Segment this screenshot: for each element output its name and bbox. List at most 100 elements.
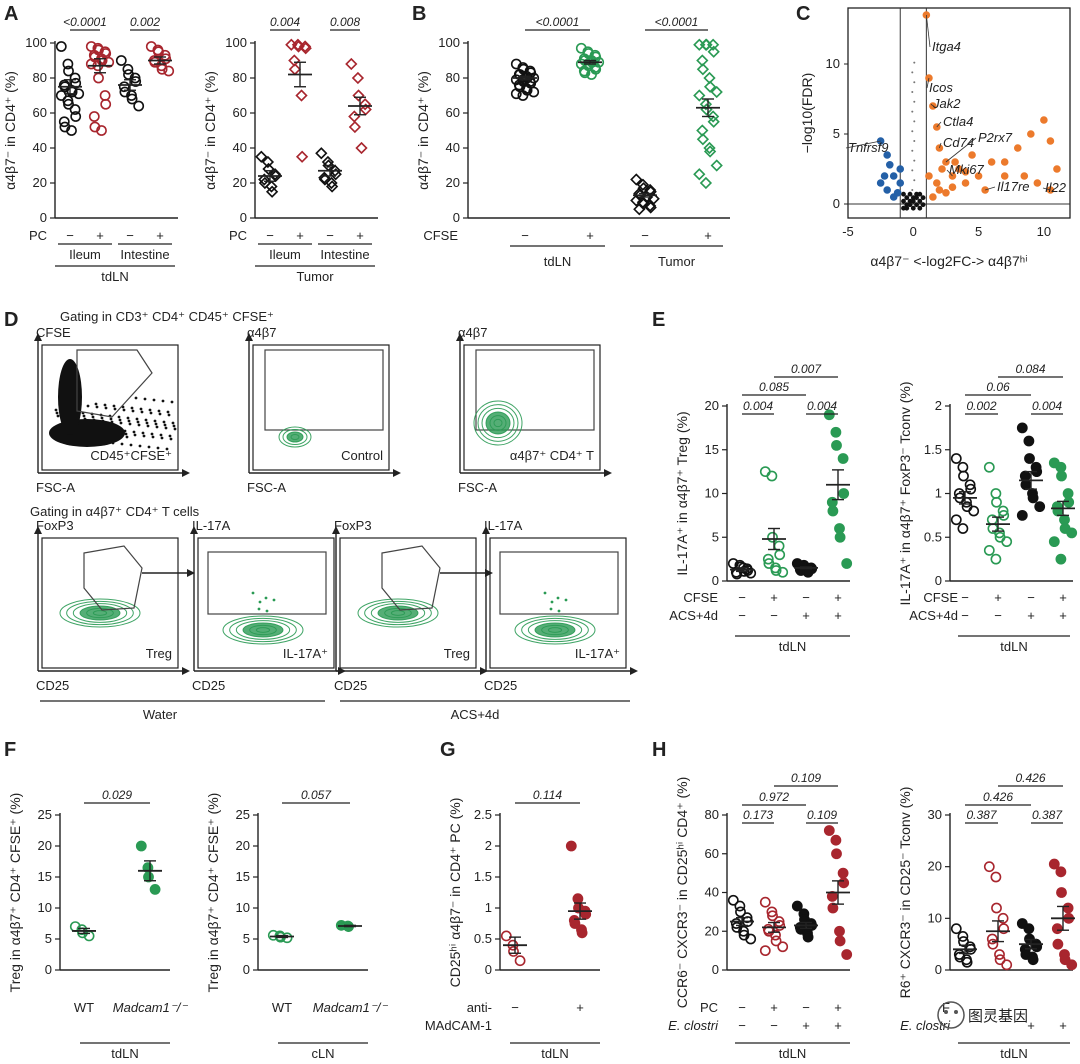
flow-contour: [66, 600, 134, 626]
flow-x-label: CD25: [36, 678, 69, 693]
data-point: [767, 910, 778, 922]
data-point: [693, 38, 706, 51]
y-tick-label: 20: [233, 175, 247, 190]
data-point: [135, 840, 147, 852]
y-tick-label: 80: [233, 70, 247, 85]
flow-event: [135, 417, 139, 421]
flow-event: [257, 607, 261, 611]
group-label: Intestine: [320, 247, 369, 262]
data-point: [630, 173, 643, 186]
group-label: Tumor: [658, 254, 696, 269]
gene-label: Itga4: [932, 39, 961, 54]
data-point: [1056, 887, 1067, 898]
data-point: [968, 151, 976, 159]
data-point: [838, 488, 850, 499]
data-point: [964, 479, 976, 491]
flow-y-label: α4β7: [247, 325, 276, 340]
y-axis-label: α4β7⁻ in CD4⁺ (%): [415, 71, 431, 190]
data-point: [876, 179, 885, 187]
flow-event: [142, 434, 146, 438]
data-point: [998, 923, 1010, 935]
y-tick-label: 80: [33, 70, 47, 85]
y-tick-label: 0.5: [474, 931, 492, 946]
panel-label-a: A: [4, 3, 18, 25]
data-point: [633, 203, 646, 216]
chart-a1: 0 20 40 60 80 100 α4β7⁻ in CD4⁺ (%) <0.0001 0.00…: [2, 15, 178, 284]
data-point: [925, 172, 933, 180]
flow-event: [550, 600, 554, 604]
data-point: [115, 55, 127, 66]
data-point: [1023, 435, 1035, 447]
y-tick-label: 100: [225, 35, 247, 50]
flow-event: [564, 598, 568, 602]
data-point: [1020, 479, 1032, 491]
y-tick-label: 5: [833, 126, 840, 141]
y-tick-label: 0: [935, 962, 942, 977]
data-point: [630, 194, 643, 207]
flow-event: [272, 598, 276, 602]
data-point: [950, 514, 962, 526]
chart-e2: 0 0.5 1 1.5 2 IL-17A⁺ in α4β7⁺ FoxP3⁻ Tconv (…: [897, 362, 1078, 654]
flow-x-arrow: [182, 667, 190, 675]
data-point: [1062, 902, 1074, 914]
chart-f2: 0 5 10 15 20 25 Treg in α4β7⁺ CD4⁺ CFSE⁺ (%) 0.…: [205, 788, 388, 1061]
flow-y-arrow: [245, 333, 253, 341]
y-tick-label: 30: [928, 807, 942, 822]
data-point: [773, 916, 785, 927]
data-point: [827, 505, 839, 517]
flow-event: [169, 437, 173, 441]
data-point: [96, 125, 107, 136]
y-axis-label: R6⁺ CXCR3⁻ in CD25⁻ Tconv (%): [897, 787, 913, 999]
gene-leader-line: [939, 142, 942, 149]
data-point: [66, 125, 77, 136]
flow-event: [100, 416, 104, 420]
gene-leader-line: [930, 103, 934, 107]
data-point: [950, 453, 962, 464]
data-point: [258, 173, 271, 186]
y-tick-label: 60: [705, 846, 719, 861]
data-point: [770, 565, 782, 576]
flow-contour: [514, 615, 596, 645]
gene-label: Icos: [929, 80, 953, 95]
flow-gate-label: Control: [341, 448, 383, 463]
data-point: [1062, 488, 1074, 499]
flow-event: [103, 403, 107, 407]
flow-event: [171, 421, 175, 425]
data-point: [1016, 509, 1028, 521]
pvalue-label: 0.173: [743, 808, 773, 822]
pvalue-label: 0.06: [986, 380, 1010, 394]
row-sign: +: [994, 590, 1002, 605]
data-point: [298, 40, 312, 53]
pvalue-label: <0.0001: [63, 15, 107, 29]
data-point: [770, 935, 782, 947]
bottom-label: tdLN: [541, 1046, 568, 1061]
data-point: [883, 151, 891, 159]
flow-y-label: CFSE: [36, 325, 71, 340]
flow-event: [163, 423, 167, 427]
data-point: [69, 104, 81, 115]
flow-y-arrow: [190, 526, 198, 534]
y-tick-label: 10: [705, 486, 719, 501]
flow-event: [127, 419, 131, 423]
data-point: [766, 906, 778, 918]
data-point: [911, 110, 914, 113]
flow-event: [157, 409, 161, 413]
flow-x-arrow: [630, 667, 638, 675]
flow-y-arrow: [482, 526, 490, 534]
row-sign: −: [511, 1000, 519, 1015]
flow-event: [151, 435, 155, 439]
data-point: [696, 133, 710, 146]
data-point: [1056, 470, 1067, 482]
data-point: [1013, 144, 1022, 152]
data-point: [1051, 923, 1063, 935]
row-sign: +: [1059, 608, 1067, 623]
flow-event: [167, 413, 171, 417]
data-point: [122, 63, 134, 75]
data-point: [517, 90, 529, 101]
panel-label-b: B: [412, 3, 426, 25]
flow-contour: [222, 615, 304, 645]
data-point: [935, 186, 944, 194]
chart-h2: 0 10 20 30 R6⁺ CXCR3⁻ in CD25⁻ Tconv (%) 0.38…: [897, 771, 1078, 1061]
flow-event: [131, 409, 135, 413]
flow-x-arrow: [182, 469, 190, 477]
